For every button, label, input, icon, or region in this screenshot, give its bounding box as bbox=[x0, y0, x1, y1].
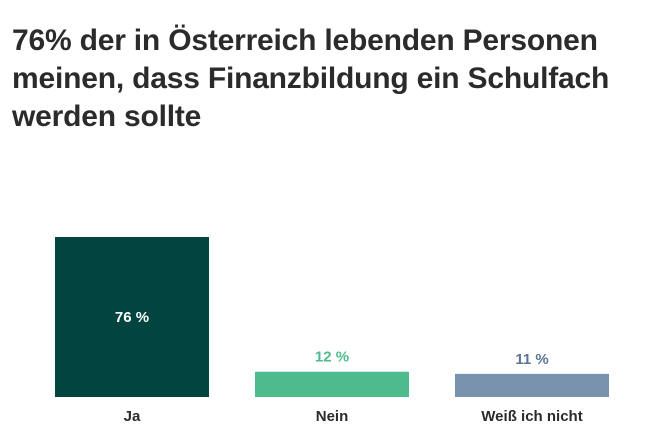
category-label-1: Nein bbox=[316, 408, 349, 425]
value-label-2: 11 % bbox=[515, 351, 548, 368]
value-label-0: 76 % bbox=[115, 309, 149, 326]
bar-2 bbox=[455, 373, 609, 397]
category-label-2: Weiß ich nicht bbox=[481, 408, 582, 425]
category-label-0: Ja bbox=[124, 408, 141, 425]
value-label-1: 12 % bbox=[315, 349, 349, 366]
bar-0 bbox=[55, 237, 209, 397]
bar-1 bbox=[255, 371, 409, 397]
chart-title: 76% der in Österreich lebenden Personen … bbox=[12, 24, 610, 133]
